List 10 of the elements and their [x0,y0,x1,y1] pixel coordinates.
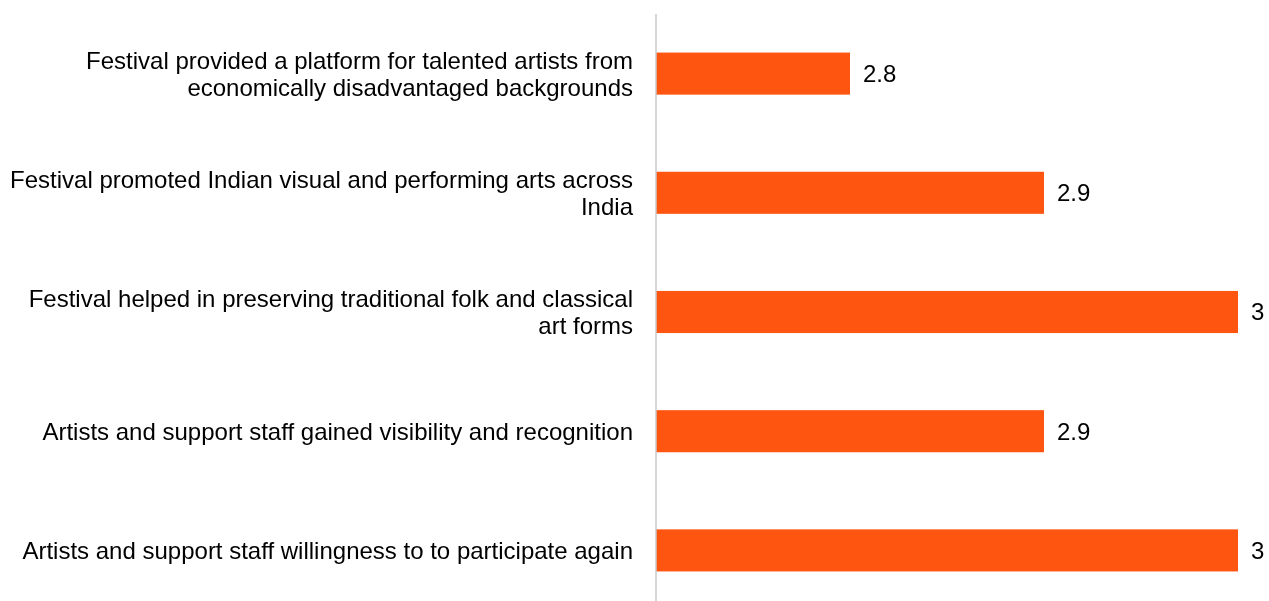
data-label: 3 [1251,536,1265,564]
data-label: 3 [1251,298,1265,326]
y-tick-label: Festival helped in preserving traditional folk and classical art forms [28,284,633,339]
data-label: 2.9 [1057,417,1091,445]
y-tick-label: Artists and support staff willingness to to participate again [22,536,633,564]
y-tick-label: Festival promoted Indian visual and performing arts across India [10,165,634,220]
data-label: 2.8 [863,60,897,87]
y-tick-label: Artists and support staff gained visibility and recognition [42,417,633,445]
y-tick-label: Festival provided a platform for talented artists from economically disadvantaged backgrounds [86,46,633,101]
data-label: 2.9 [1057,179,1091,207]
